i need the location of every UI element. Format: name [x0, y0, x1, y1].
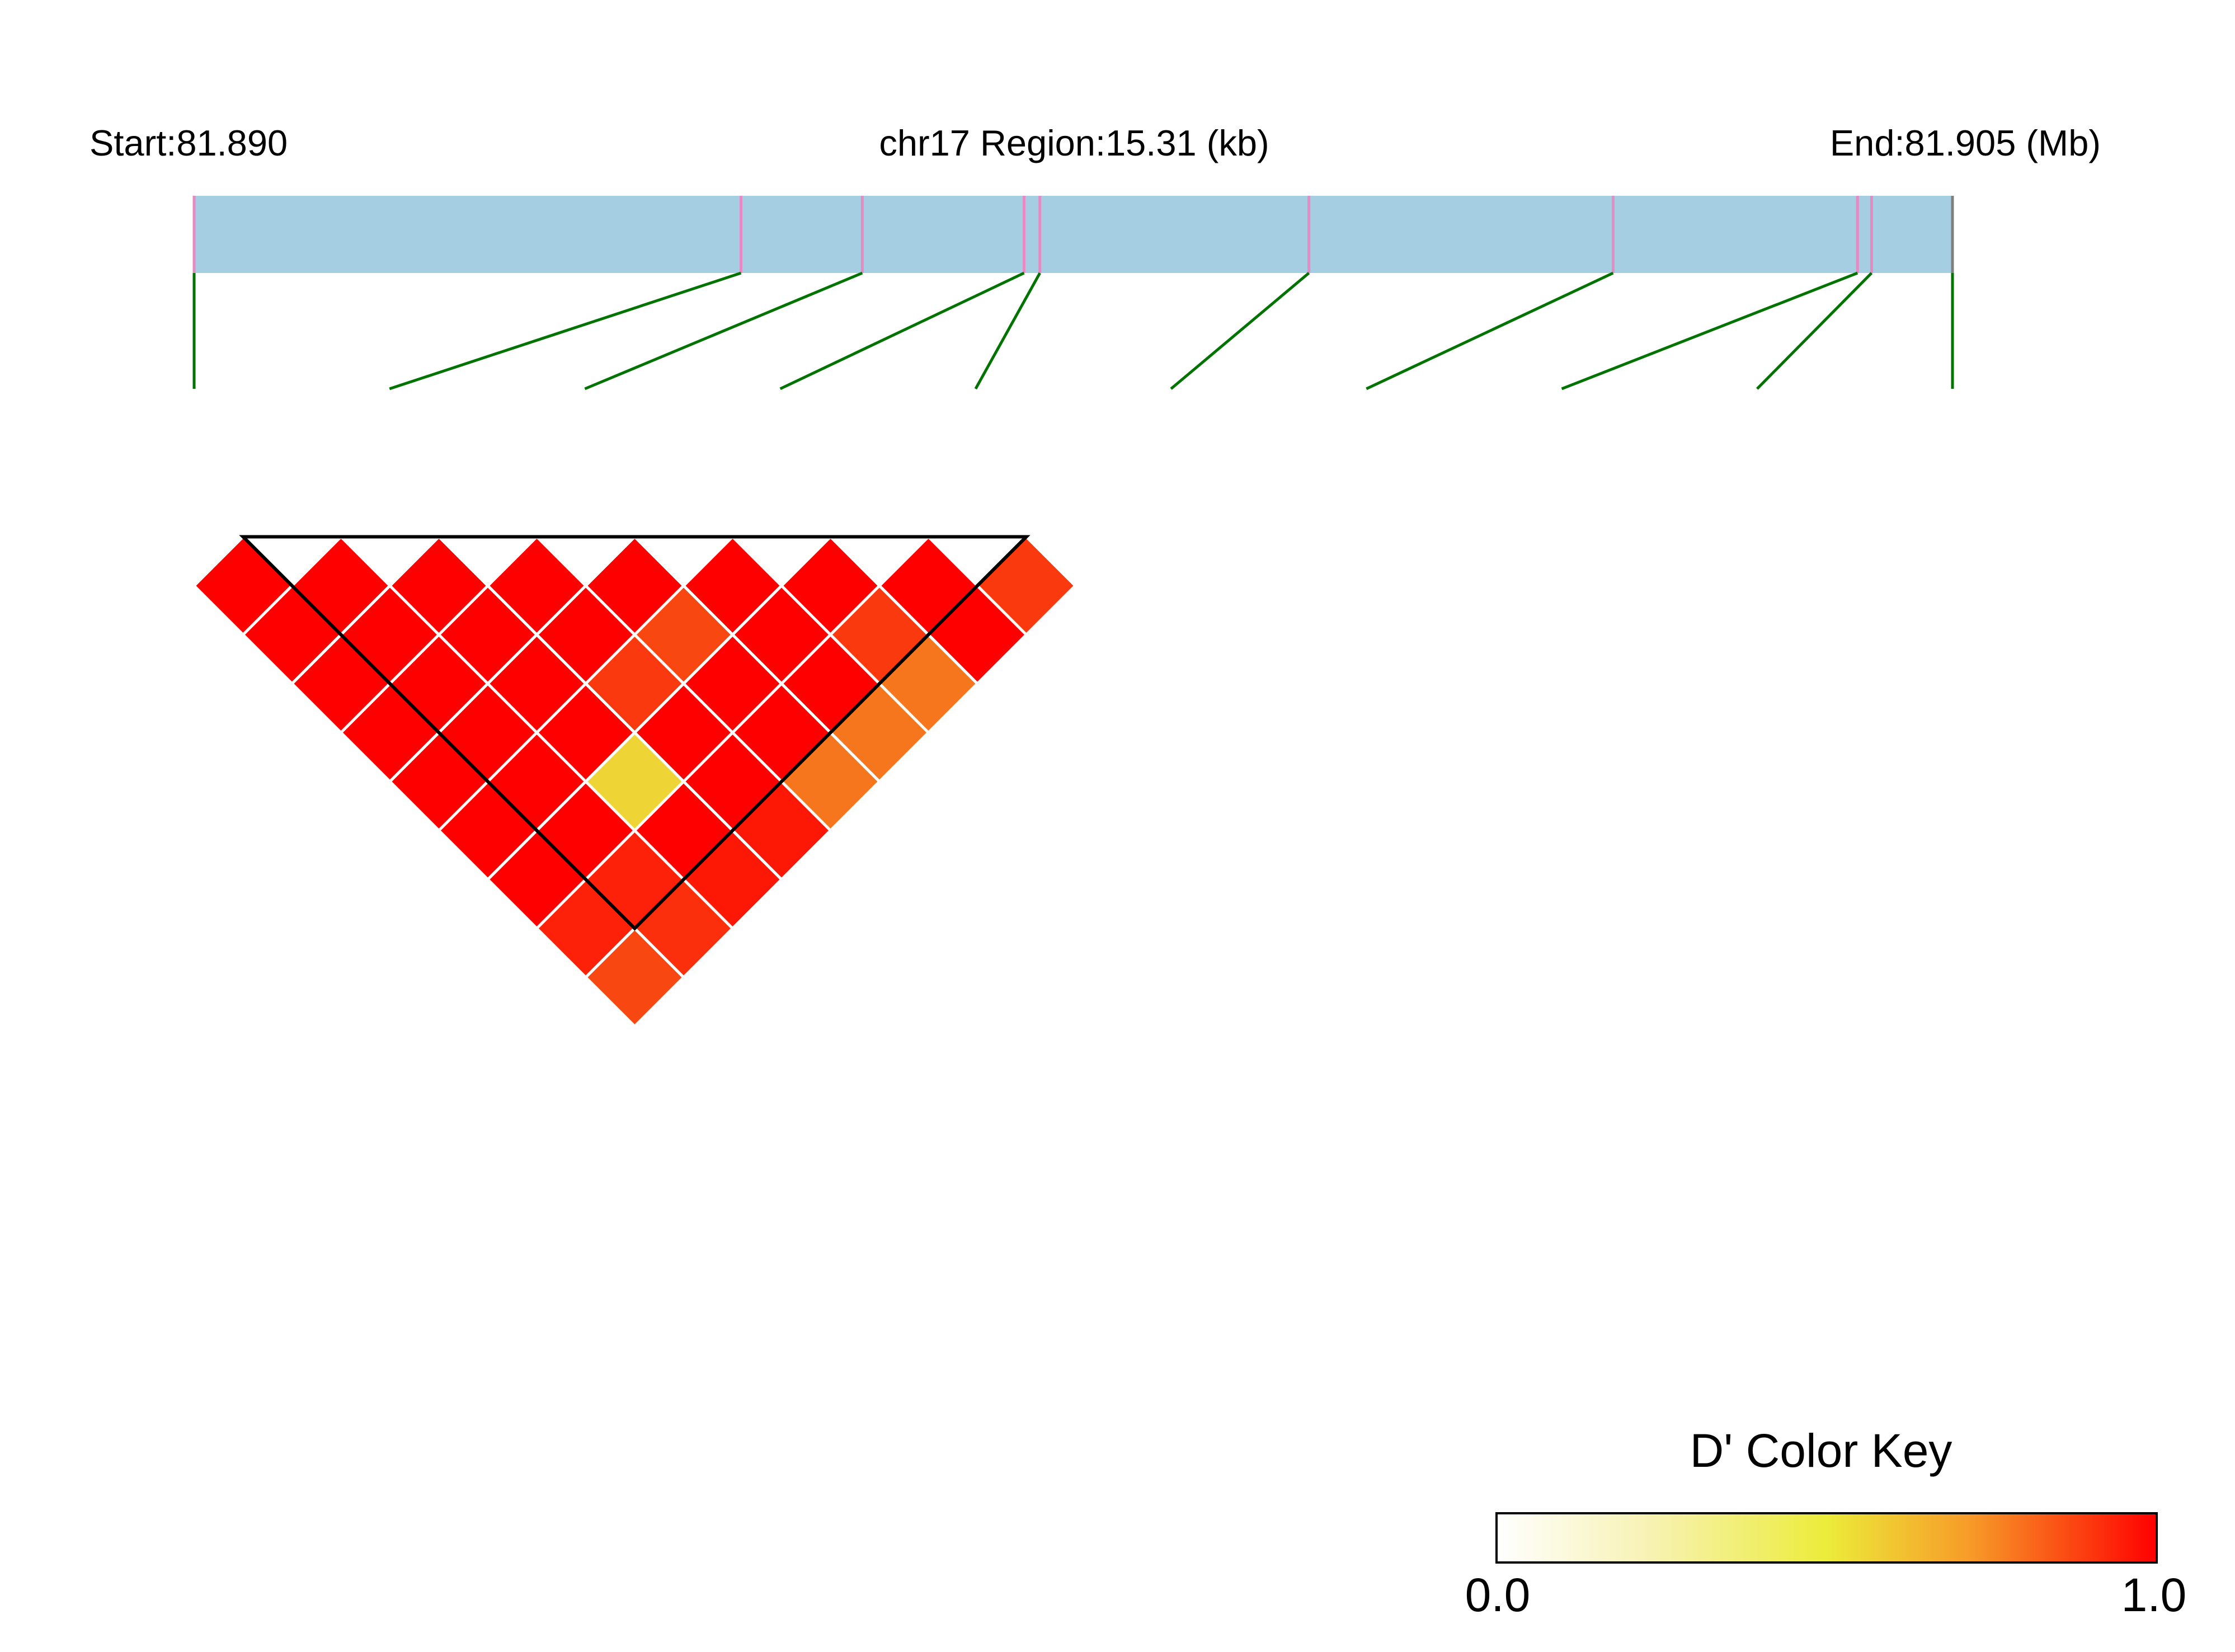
color-key-max-label: 1.0: [2121, 1569, 2187, 1621]
region-start-label: Start:81.890: [90, 123, 288, 163]
snp-connector-line: [1561, 271, 1858, 390]
ld-cell-group: [192, 534, 1077, 1029]
snp-connector-group: [192, 271, 1954, 390]
snp-connector-line: [584, 271, 863, 390]
snp-tick-group: [192, 196, 1954, 273]
snp-connector-line: [1170, 272, 1310, 390]
ld-block-outline-group: [239, 535, 1031, 931]
snp-connector-line: [974, 272, 1041, 390]
snp-connector-line: [389, 271, 742, 390]
color-key-min-label: 0.0: [1465, 1569, 1531, 1621]
gene-region-bar: [194, 196, 1952, 273]
ld-block-outline: [239, 535, 1031, 931]
region-end-label: End:81.905 (Mb): [1830, 123, 2101, 163]
color-key-gradient-bar: [1495, 1512, 2158, 1564]
snp-connector-line: [1756, 272, 1873, 390]
color-key-title: D' Color Key: [1690, 1424, 1952, 1477]
snp-connector-line: [1366, 271, 1614, 390]
snp-connector-line: [779, 271, 1025, 390]
region-title-label: chr17 Region:15.31 (kb): [879, 123, 1269, 163]
